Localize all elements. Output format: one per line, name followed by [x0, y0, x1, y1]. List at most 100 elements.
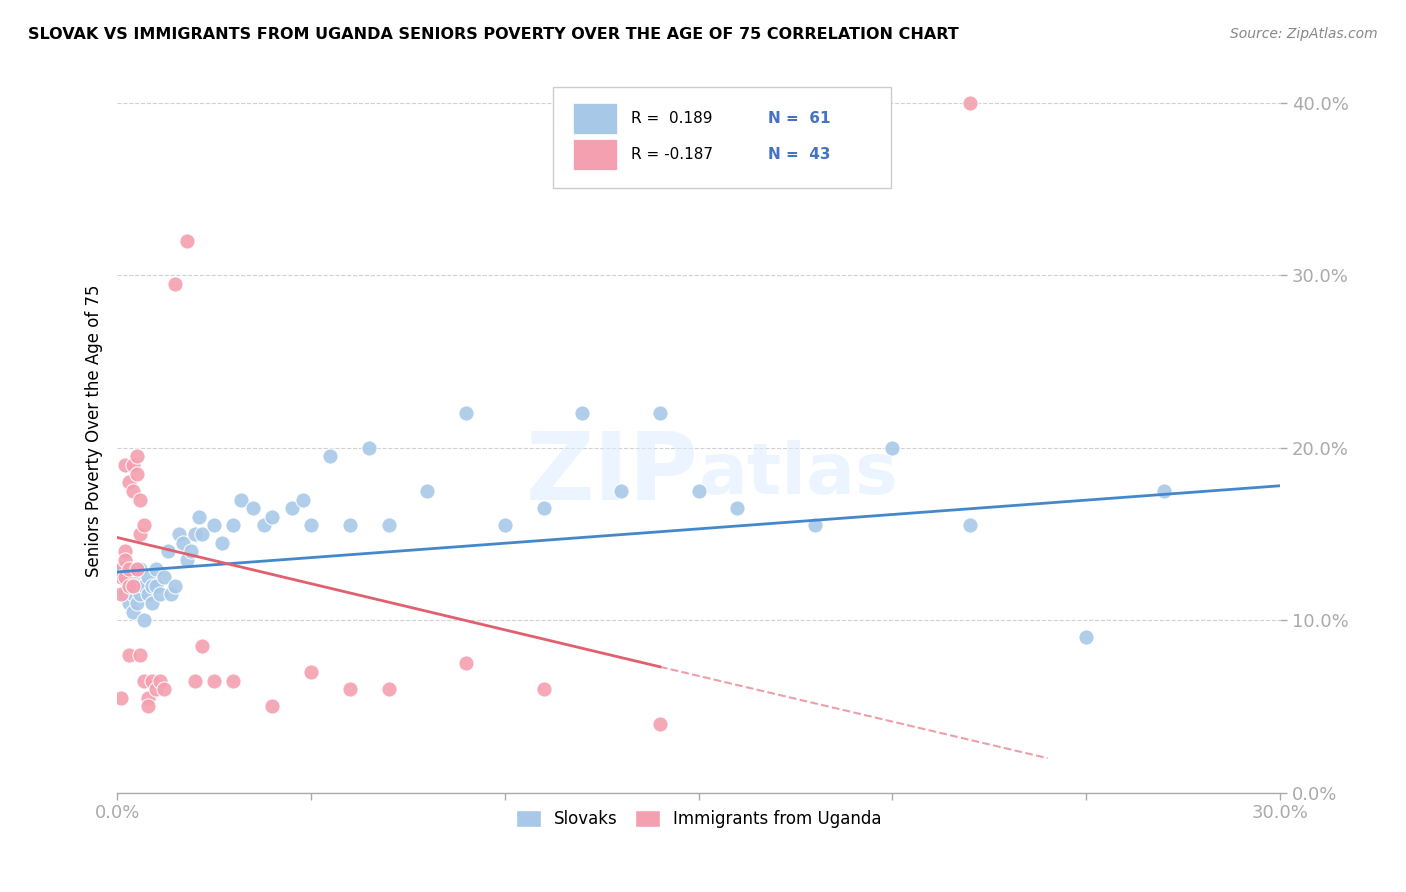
- Text: SLOVAK VS IMMIGRANTS FROM UGANDA SENIORS POVERTY OVER THE AGE OF 75 CORRELATION : SLOVAK VS IMMIGRANTS FROM UGANDA SENIORS…: [28, 27, 959, 42]
- Point: [125, 467, 148, 481]
- Point: [183, 673, 205, 688]
- Point: [454, 657, 477, 671]
- Point: [319, 450, 342, 464]
- Point: [1153, 483, 1175, 498]
- Point: [129, 561, 152, 575]
- Point: [339, 682, 361, 697]
- Point: [202, 673, 225, 688]
- FancyBboxPatch shape: [574, 139, 617, 169]
- FancyBboxPatch shape: [554, 87, 890, 188]
- Point: [533, 501, 555, 516]
- Point: [121, 587, 143, 601]
- Point: [136, 587, 159, 601]
- Point: [114, 587, 136, 601]
- Point: [145, 682, 167, 697]
- Point: [149, 673, 172, 688]
- Point: [377, 518, 399, 533]
- Point: [136, 690, 159, 705]
- Point: [187, 509, 209, 524]
- Point: [180, 544, 202, 558]
- Text: atlas: atlas: [699, 440, 898, 508]
- Point: [494, 518, 516, 533]
- Point: [156, 544, 179, 558]
- Point: [114, 458, 136, 472]
- Point: [339, 518, 361, 533]
- Point: [141, 596, 163, 610]
- Point: [110, 690, 132, 705]
- Point: [222, 673, 245, 688]
- Point: [359, 441, 381, 455]
- Point: [804, 518, 827, 533]
- Point: [165, 277, 187, 291]
- Point: [533, 682, 555, 697]
- Point: [882, 441, 904, 455]
- Text: ZIP: ZIP: [526, 428, 699, 520]
- Point: [292, 492, 315, 507]
- Point: [648, 406, 671, 420]
- Point: [136, 699, 159, 714]
- Text: Source: ZipAtlas.com: Source: ZipAtlas.com: [1230, 27, 1378, 41]
- Point: [688, 483, 710, 498]
- Legend: Slovaks, Immigrants from Uganda: Slovaks, Immigrants from Uganda: [509, 804, 889, 835]
- Point: [118, 579, 141, 593]
- Point: [145, 561, 167, 575]
- Point: [145, 579, 167, 593]
- Point: [118, 596, 141, 610]
- Point: [118, 579, 141, 593]
- Point: [141, 579, 163, 593]
- Point: [165, 579, 187, 593]
- Text: N =  61: N = 61: [769, 111, 831, 126]
- Point: [454, 406, 477, 420]
- Point: [1076, 631, 1098, 645]
- Point: [121, 483, 143, 498]
- Point: [121, 458, 143, 472]
- Point: [176, 234, 198, 248]
- Point: [129, 492, 152, 507]
- Point: [118, 561, 141, 575]
- Point: [416, 483, 439, 498]
- Point: [114, 570, 136, 584]
- Point: [118, 561, 141, 575]
- Text: N =  43: N = 43: [769, 147, 831, 162]
- Point: [129, 648, 152, 662]
- Point: [110, 561, 132, 575]
- Text: R =  0.189: R = 0.189: [631, 111, 713, 126]
- Point: [299, 518, 322, 533]
- Point: [125, 450, 148, 464]
- Point: [149, 587, 172, 601]
- Point: [152, 682, 174, 697]
- Point: [959, 95, 981, 110]
- Point: [129, 587, 152, 601]
- Point: [125, 596, 148, 610]
- Point: [571, 406, 593, 420]
- Point: [191, 527, 214, 541]
- Point: [141, 673, 163, 688]
- Point: [176, 553, 198, 567]
- Point: [134, 613, 156, 627]
- Point: [167, 527, 190, 541]
- Point: [121, 570, 143, 584]
- Point: [299, 665, 322, 679]
- Point: [377, 682, 399, 697]
- Point: [242, 501, 264, 516]
- Point: [211, 535, 233, 549]
- Point: [231, 492, 253, 507]
- Point: [134, 579, 156, 593]
- Point: [125, 579, 148, 593]
- Point: [725, 501, 748, 516]
- Point: [114, 553, 136, 567]
- Point: [134, 673, 156, 688]
- Point: [610, 483, 633, 498]
- Text: R = -0.187: R = -0.187: [631, 147, 713, 162]
- Point: [121, 579, 143, 593]
- Point: [280, 501, 302, 516]
- Point: [183, 527, 205, 541]
- Point: [136, 570, 159, 584]
- Point: [152, 570, 174, 584]
- Point: [118, 648, 141, 662]
- Point: [160, 587, 183, 601]
- FancyBboxPatch shape: [574, 103, 617, 134]
- Point: [262, 509, 284, 524]
- Point: [110, 587, 132, 601]
- Point: [134, 518, 156, 533]
